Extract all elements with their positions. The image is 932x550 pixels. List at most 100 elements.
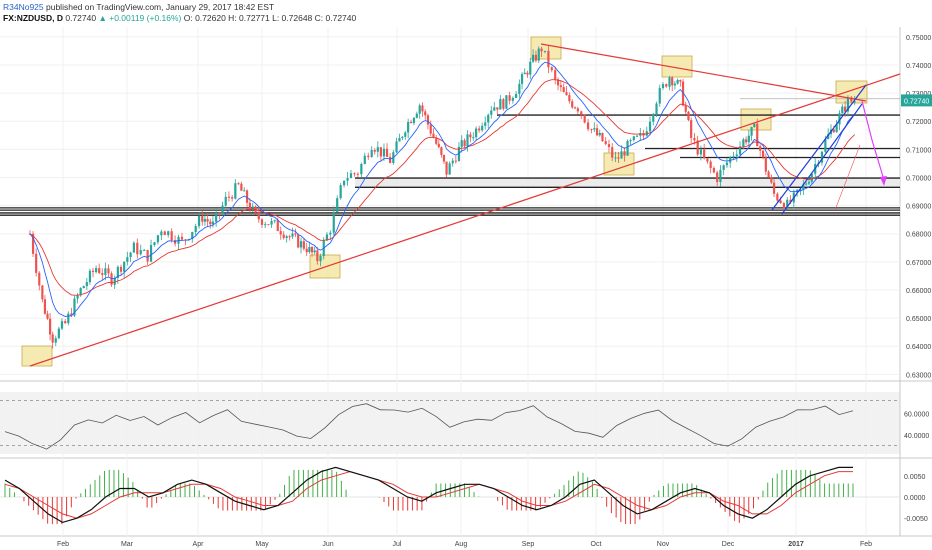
candle-body <box>98 268 101 274</box>
candle-body <box>607 144 611 148</box>
symbol-name[interactable]: FX:NZDUSD, D <box>3 13 63 23</box>
candle-body <box>57 328 60 339</box>
rising-trendline <box>29 73 901 367</box>
candle-body <box>668 77 671 87</box>
candle-body <box>110 273 113 285</box>
candle-body <box>385 148 389 157</box>
candle-body <box>116 266 119 278</box>
time-tick-label: Nov <box>657 541 670 548</box>
candle-body <box>38 272 41 286</box>
candle-body <box>448 163 451 175</box>
time-tick-label: Jul <box>393 541 402 548</box>
candle-body <box>511 97 514 101</box>
candle-body <box>243 190 246 192</box>
rsi-line <box>4 403 854 450</box>
candle-body <box>389 156 392 164</box>
candle-body <box>260 219 264 225</box>
candle-body <box>472 137 475 139</box>
falling-trendline <box>540 43 867 102</box>
candle-body <box>844 106 847 112</box>
price-tick-label: 0.63000 <box>906 372 931 379</box>
highlight-box <box>661 55 693 78</box>
candle-body <box>170 231 173 241</box>
candle-body <box>770 177 773 183</box>
last-price: 0.72740 <box>62 13 97 23</box>
candle-body <box>799 189 802 191</box>
candle-body <box>231 197 234 199</box>
candle-body <box>211 221 215 225</box>
candle-body <box>209 221 212 225</box>
candle-body <box>529 61 532 75</box>
candle-body <box>267 224 270 226</box>
candle-body <box>421 105 424 112</box>
candle-body <box>652 114 655 122</box>
publish-info: published on TradingView.com, January 29… <box>43 2 275 12</box>
candle-body <box>693 137 696 141</box>
candle-body <box>623 151 626 156</box>
candle-body <box>107 268 110 274</box>
candle-body <box>332 212 335 233</box>
candle-body <box>424 111 427 116</box>
price-tick-label: 0.64000 <box>906 344 931 351</box>
candle-body <box>218 212 221 214</box>
candle-body <box>373 150 376 152</box>
candle-body <box>629 140 632 142</box>
candle-body <box>451 160 454 164</box>
author-link[interactable]: R34No925 <box>3 2 44 12</box>
candle-body <box>722 165 725 170</box>
candle-body <box>48 318 52 335</box>
candle-body <box>457 146 461 162</box>
candle-body <box>540 48 543 52</box>
candle-body <box>838 113 841 125</box>
candle-body <box>626 140 629 156</box>
candle-body <box>54 338 57 343</box>
candle-body <box>160 231 163 236</box>
candle-body <box>82 286 85 289</box>
candle-body <box>237 183 240 185</box>
rsi-tick-label: 40.0000 <box>904 433 929 440</box>
candle-body <box>412 117 416 124</box>
time-tick-label: Dec <box>722 541 735 548</box>
time-tick-label: Aug <box>455 541 468 548</box>
candle-body <box>153 242 156 246</box>
candle-body <box>696 140 699 155</box>
candle-body <box>460 140 463 147</box>
candle-body <box>598 132 601 136</box>
candle-body <box>215 212 218 222</box>
candle-body <box>305 248 308 253</box>
candle-body <box>655 103 658 115</box>
price-tick-label: 0.69000 <box>906 204 931 211</box>
candle-body <box>104 268 107 275</box>
candle-body <box>310 246 314 253</box>
candle-body <box>508 95 511 101</box>
candle-body <box>556 79 560 86</box>
candle-body <box>559 85 562 88</box>
support-zone <box>355 178 900 188</box>
candle-body <box>194 226 197 232</box>
time-tick-label: Mar <box>121 541 134 548</box>
candle-body <box>835 124 838 133</box>
candle-body <box>469 134 472 138</box>
candle-body <box>91 270 95 273</box>
candle-body <box>532 54 535 62</box>
time-tick-label: Sep <box>522 541 535 548</box>
current-price-label: 0.72740 <box>904 98 929 105</box>
candle-body <box>601 132 604 142</box>
candle-body <box>673 83 677 86</box>
candle-body <box>732 156 735 158</box>
candle-body <box>143 249 146 251</box>
candle-body <box>76 295 79 299</box>
candle-body <box>85 282 88 287</box>
candle-body <box>404 132 407 137</box>
highlight-box <box>21 345 53 367</box>
macd-line <box>4 466 853 524</box>
candle-body <box>802 184 805 190</box>
channel-line <box>834 144 861 211</box>
macd-signal-line <box>4 471 853 519</box>
candle-body <box>709 161 712 169</box>
candle-body <box>761 150 765 158</box>
candle-body <box>363 155 366 164</box>
candle-body <box>719 169 722 183</box>
macd-tick-label: 0.0050 <box>904 474 926 481</box>
